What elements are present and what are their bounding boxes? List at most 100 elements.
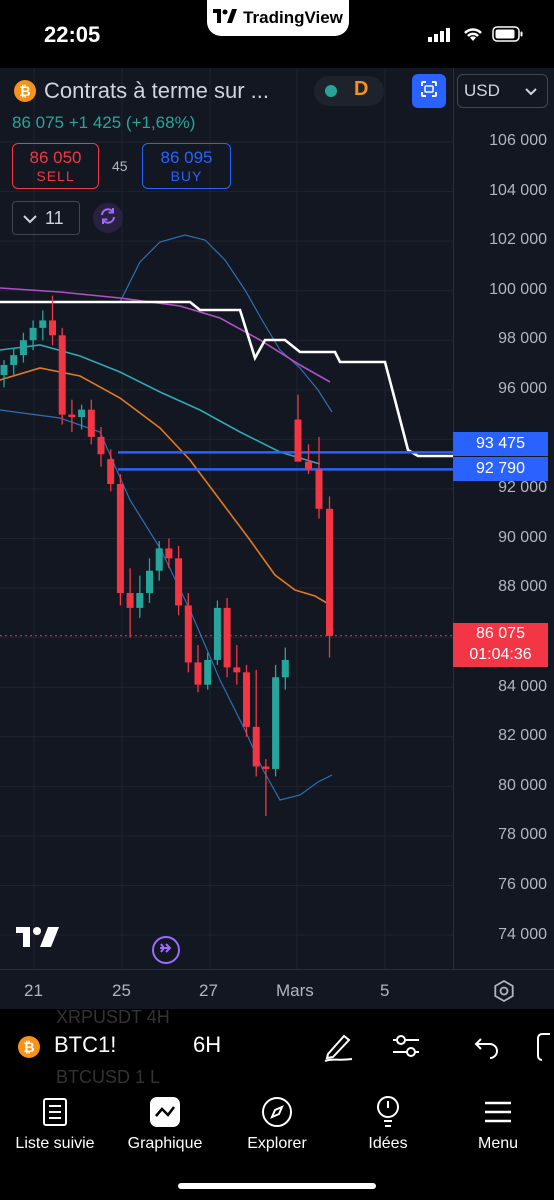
symbol-toolbar: XRPUSDT 4H BTCUSD 1 L: [0, 1007, 554, 1087]
chart-icon: [149, 1096, 181, 1133]
drawing-pen-icon[interactable]: [322, 1030, 356, 1067]
candle-body: [58, 335, 66, 415]
chevron-down-icon: [23, 208, 37, 229]
candle-body: [184, 605, 192, 663]
candle-body: [204, 659, 212, 685]
bitcoin-icon: ₿: [14, 80, 36, 102]
signal-icon: [428, 26, 454, 47]
price-tick-label: 98 000: [498, 330, 547, 348]
nav-label: Explorer: [247, 1135, 307, 1152]
candle-body: [107, 459, 115, 484]
candle-body: [294, 419, 302, 462]
scroll-to-realtime-button[interactable]: [152, 936, 180, 964]
time-label: 27: [199, 981, 218, 1000]
level-tag-1: 93 475: [453, 432, 548, 456]
candle-body: [78, 409, 86, 418]
app-banner[interactable]: TradingView: [207, 0, 349, 36]
wifi-icon: [462, 26, 484, 47]
ghost-symbol: XRPUSDT 4H: [56, 1007, 170, 1027]
currency-label: USD: [464, 81, 500, 100]
nav-label: Graphique: [127, 1135, 203, 1152]
undo-icon[interactable]: [472, 1030, 500, 1067]
candle-body: [213, 607, 221, 660]
price-tick-label: 74 000: [498, 925, 547, 943]
nav-label: Idées: [368, 1135, 408, 1152]
time-label: 21: [24, 981, 43, 1000]
buy-label: BUY: [170, 168, 203, 184]
compare-button[interactable]: [412, 74, 446, 108]
price-tick-label: 80 000: [498, 776, 547, 794]
price-tick-label: 82 000: [498, 727, 547, 745]
market-status-toggle[interactable]: D: [314, 76, 384, 106]
bollinger-lower-line: [0, 409, 333, 801]
candle-body: [0, 365, 8, 375]
arrow-right-icon: [159, 941, 173, 959]
ghost-symbol: BTCUSD 1 L: [56, 1067, 161, 1087]
candle-body: [49, 320, 56, 336]
nav-chart[interactable]: Graphique: [110, 1085, 220, 1153]
price-tick-label: 88 000: [498, 578, 547, 596]
buy-button[interactable]: 86 095 BUY: [142, 143, 231, 189]
chart-settings-icon[interactable]: [492, 979, 516, 1008]
last-price-value: 86 075: [476, 625, 525, 642]
sell-button[interactable]: 86 050 SELL: [12, 143, 99, 189]
symbol-title[interactable]: Contrats à terme sur ...: [44, 78, 269, 103]
nav-explore[interactable]: Explorer: [222, 1085, 332, 1153]
price-tick-label: 84 000: [498, 677, 547, 695]
candle-body: [146, 570, 153, 594]
price-tick-label: 104 000: [489, 181, 547, 199]
fullscreen-icon[interactable]: [536, 1030, 554, 1067]
indicators-toggle[interactable]: 11: [12, 201, 80, 235]
candle-body: [194, 662, 202, 685]
indicators-sliders-icon[interactable]: [390, 1030, 422, 1067]
watchlist-icon: [42, 1097, 68, 1132]
currency-select[interactable]: USD: [457, 74, 548, 108]
time-label: 25: [112, 981, 131, 1000]
candle-body: [155, 548, 163, 571]
candle-body: [39, 320, 47, 328]
battery-icon: [492, 26, 524, 47]
interval-button[interactable]: 6H: [193, 1032, 222, 1057]
candle-body: [97, 436, 105, 455]
compass-icon: [261, 1096, 293, 1133]
candle-body: [305, 461, 312, 470]
candle-body: [29, 327, 37, 341]
sell-price: 86 050: [29, 148, 82, 167]
candle-body: [165, 548, 173, 559]
price-tick-label: 92 000: [498, 479, 547, 497]
home-indicator: [178, 1183, 376, 1189]
candle-body: [326, 508, 333, 636]
candle-body: [126, 593, 134, 608]
nav-watchlist[interactable]: Liste suivie: [0, 1085, 110, 1153]
session-badge: D: [354, 78, 369, 100]
price-tick-label: 76 000: [498, 876, 547, 893]
candle-body: [136, 593, 144, 608]
price-scale[interactable]: 106 000 104 000 102 000 100 000 98 000 96 000…: [453, 68, 554, 976]
status-bar: 22:05 TradingView: [0, 0, 554, 68]
hamburger-icon: [484, 1100, 512, 1129]
candle-body: [10, 355, 18, 366]
nav-ideas[interactable]: Idées: [333, 1085, 443, 1153]
candle-body: [233, 667, 241, 673]
candle-body: [175, 558, 183, 606]
level-tag-2: 92 790: [453, 457, 548, 481]
indicators-count: 11: [45, 207, 64, 228]
moving-average-purple: [0, 287, 331, 383]
time-axis[interactable]: 21 25 27 Mars 5: [0, 969, 554, 1010]
sync-button[interactable]: [93, 203, 123, 233]
time-label: 5: [380, 981, 390, 1000]
nav-menu[interactable]: Menu: [443, 1085, 553, 1153]
moving-average-orange: [0, 367, 333, 607]
candle-body: [87, 409, 95, 437]
time-label: Mars: [276, 981, 314, 1000]
nav-label: Menu: [477, 1135, 519, 1152]
price-change-line: 86 075 +1 425 (+1,68%): [12, 113, 196, 132]
price-tick-label: 90 000: [498, 528, 547, 546]
moving-average-teal: [0, 344, 321, 465]
candle-body: [243, 672, 250, 727]
bottom-navigation: Liste suivie Graphique Explorer Idées Me…: [0, 1085, 554, 1200]
symbol-button[interactable]: BTC1!: [54, 1032, 117, 1057]
price-tick-label: 96 000: [498, 380, 547, 397]
bitcoin-icon: ₿: [18, 1036, 40, 1058]
bollinger-upper-line: [119, 234, 333, 413]
